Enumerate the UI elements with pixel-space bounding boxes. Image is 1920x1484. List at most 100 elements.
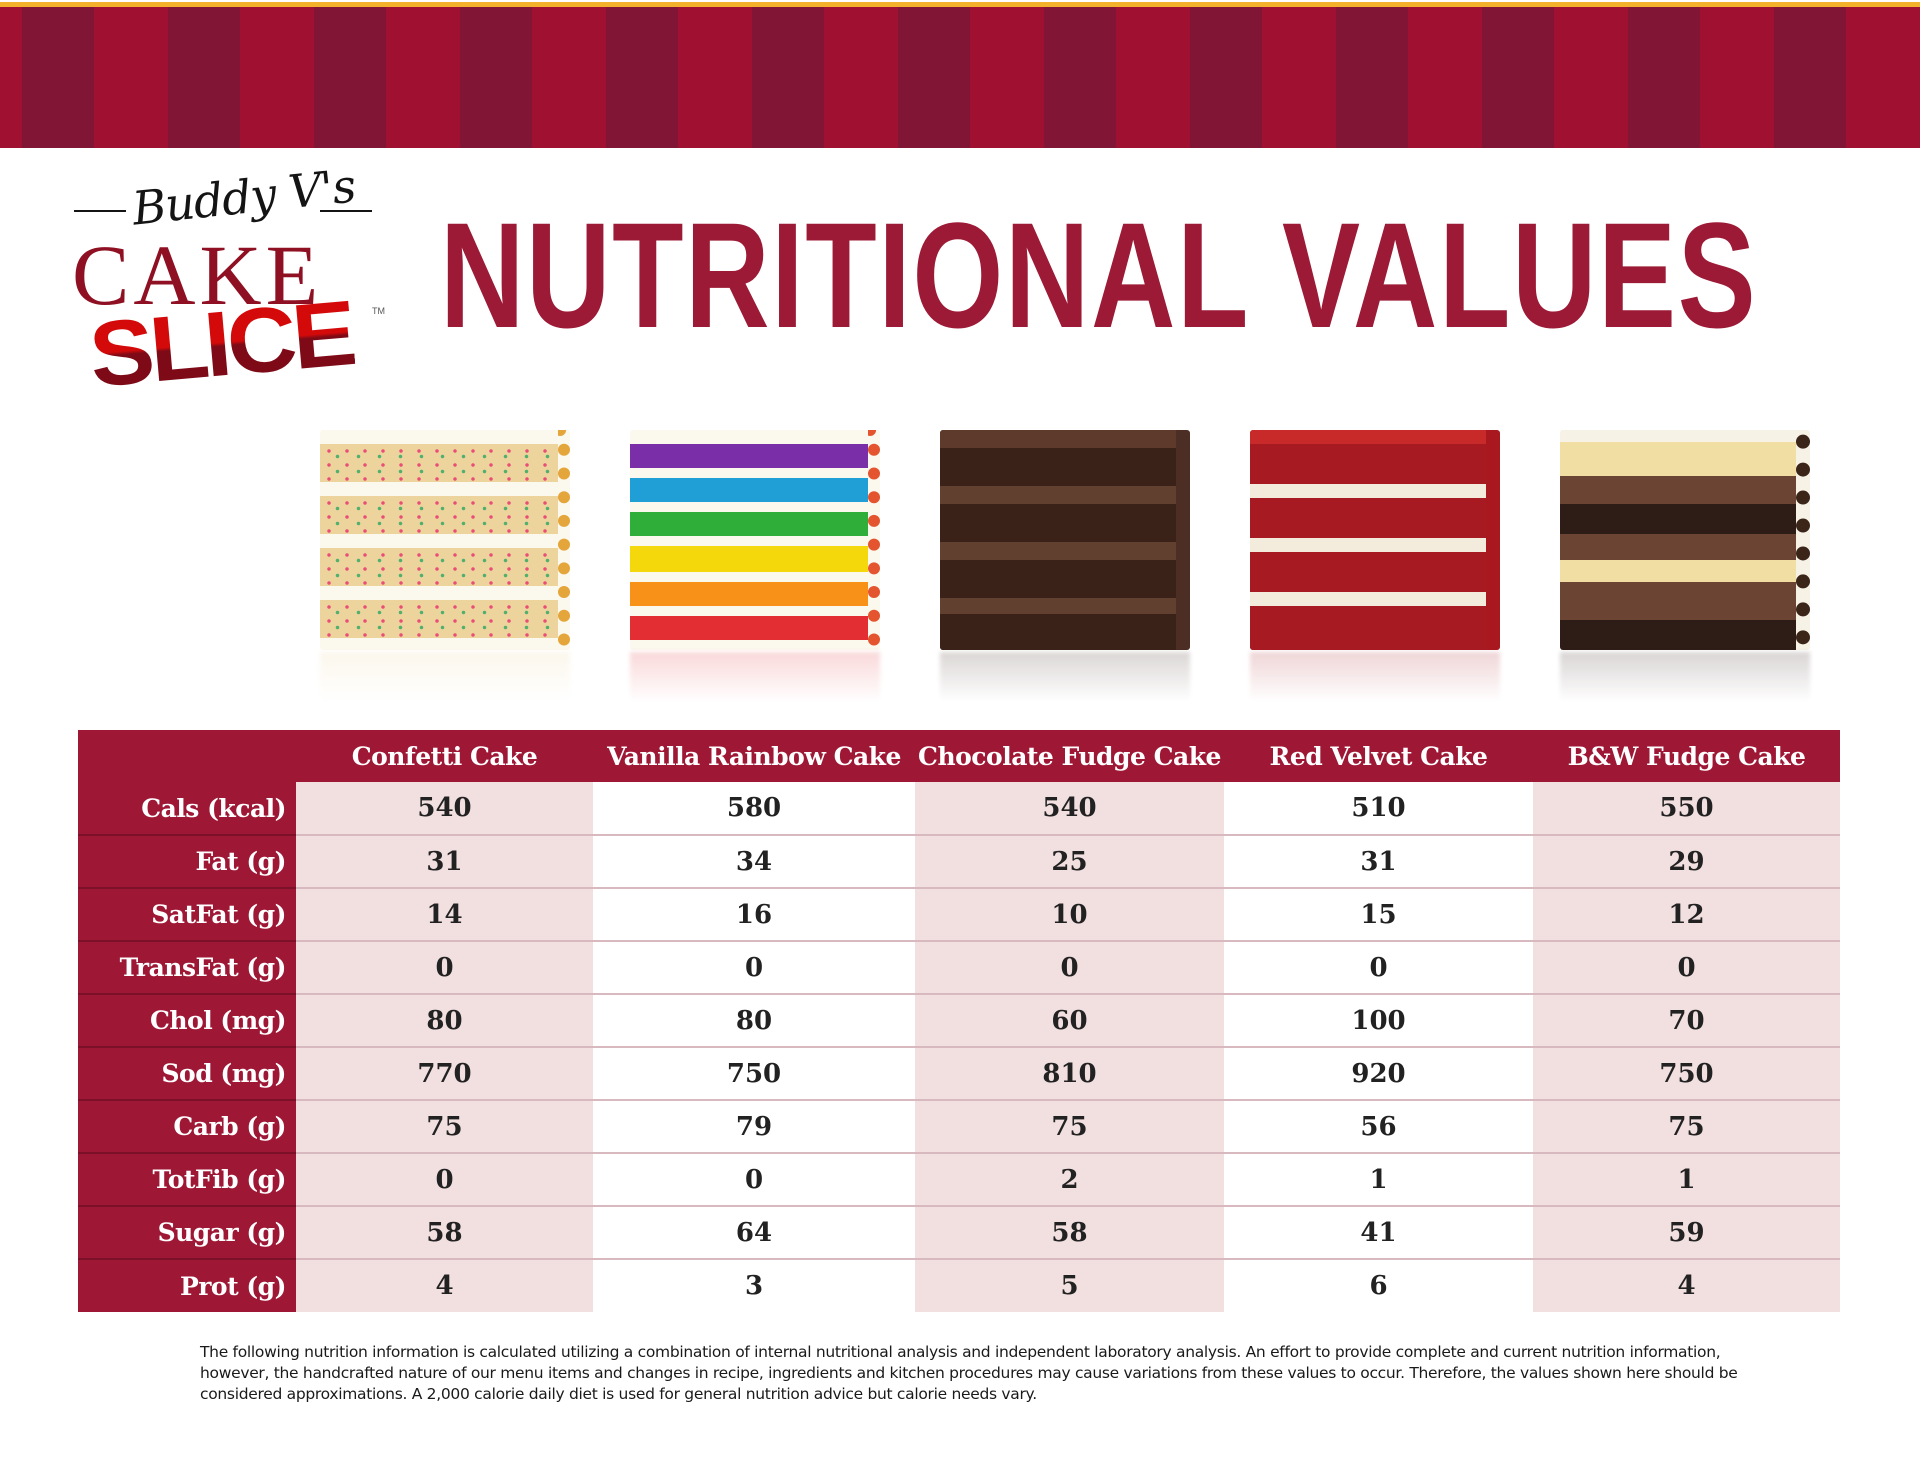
row-label: Fat (g) (78, 834, 296, 888)
table-cell: 0 (296, 940, 593, 994)
brand-logo: Buddy V's CAKE TM SLICE (72, 158, 385, 407)
table-cell: 0 (915, 940, 1224, 994)
column-header-vanilla-rainbow: Vanilla Rainbow Cake (593, 730, 915, 782)
table-cell: 580 (593, 782, 915, 835)
table-cell: 80 (593, 993, 915, 1047)
table-row: SatFat (g) 14 16 10 15 12 (78, 887, 1840, 941)
row-label: SatFat (g) (78, 887, 296, 941)
table-cell: 58 (915, 1205, 1224, 1259)
table-cell: 29 (1533, 834, 1840, 888)
table-cell: 5 (915, 1258, 1224, 1312)
table-cell: 0 (593, 1152, 915, 1206)
table-cell: 10 (915, 887, 1224, 941)
column-header-confetti: Confetti Cake (296, 730, 593, 782)
table-row: Chol (mg) 80 80 60 100 70 (78, 993, 1840, 1047)
bw-fudge-cake-image (1560, 430, 1810, 710)
column-header-bw-fudge: B&W Fudge Cake (1533, 730, 1840, 782)
table-cell: 80 (296, 993, 593, 1047)
table-cell: 0 (593, 940, 915, 994)
top-gold-line (0, 0, 1920, 7)
column-header-chocolate-fudge: Chocolate Fudge Cake (915, 730, 1224, 782)
logo-script-name: Buddy V's (129, 158, 358, 236)
table-cell: 58 (296, 1205, 593, 1259)
row-label: Prot (g) (78, 1258, 296, 1312)
table-cell: 31 (1224, 834, 1533, 888)
row-label: Cals (kcal) (78, 782, 296, 835)
chocolate-fudge-cake-image (940, 430, 1190, 710)
red-velvet-cake-slice (1250, 430, 1500, 650)
table-row: Fat (g) 31 34 25 31 29 (78, 834, 1840, 888)
table-row: Prot (g) 4 3 5 6 4 (78, 1258, 1840, 1312)
chocolate-fudge-cake-slice (940, 430, 1190, 650)
nutrition-disclaimer: The following nutrition information is c… (200, 1343, 1738, 1403)
table-cell: 75 (915, 1099, 1224, 1153)
table-cell: 510 (1224, 782, 1533, 835)
vanilla-rainbow-cake-slice (630, 430, 880, 650)
table-cell: 31 (296, 834, 593, 888)
table-cell: 540 (296, 782, 593, 835)
table-cell: 540 (915, 782, 1224, 835)
row-label: Sugar (g) (78, 1205, 296, 1259)
cake-images-row (300, 425, 1840, 715)
red-velvet-cake-image (1250, 430, 1500, 710)
table-row: Cals (kcal) 540 580 540 510 550 (78, 782, 1840, 835)
logo-slice-word: SLICE (85, 282, 357, 407)
row-label: Chol (mg) (78, 993, 296, 1047)
table-cell: 70 (1533, 993, 1840, 1047)
table-cell: 16 (593, 887, 915, 941)
logo-trademark: TM (372, 306, 385, 316)
table-cell: 64 (593, 1205, 915, 1259)
row-label: Carb (g) (78, 1099, 296, 1153)
table-cell: 550 (1533, 782, 1840, 835)
table-cell: 75 (1533, 1099, 1840, 1153)
table-cell: 750 (1533, 1046, 1840, 1100)
column-header-red-velvet: Red Velvet Cake (1224, 730, 1533, 782)
table-cell: 2 (915, 1152, 1224, 1206)
table-cell: 920 (1224, 1046, 1533, 1100)
table-cell: 810 (915, 1046, 1224, 1100)
table-corner-cell (78, 730, 296, 782)
nutrition-table: Confetti Cake Vanilla Rainbow Cake Choco… (78, 730, 1840, 1312)
logo-cake-word: CAKE (72, 227, 323, 323)
table-row: Sod (mg) 770 750 810 920 750 (78, 1046, 1840, 1100)
page-title: NUTRITIONAL VALUES (440, 191, 1758, 359)
logo-swirl-left (74, 210, 126, 212)
table-cell: 0 (296, 1152, 593, 1206)
table-cell: 0 (1224, 940, 1533, 994)
table-cell: 750 (593, 1046, 915, 1100)
table-cell: 79 (593, 1099, 915, 1153)
table-row: Carb (g) 75 79 75 56 75 (78, 1099, 1840, 1153)
table-cell: 41 (1224, 1205, 1533, 1259)
table-cell: 25 (915, 834, 1224, 888)
table-cell: 14 (296, 887, 593, 941)
table-cell: 3 (593, 1258, 915, 1312)
header-stripe-banner (0, 7, 1920, 148)
table-header-row: Confetti Cake Vanilla Rainbow Cake Choco… (78, 730, 1840, 782)
table-cell: 1 (1533, 1152, 1840, 1206)
table-cell: 100 (1224, 993, 1533, 1047)
table-cell: 75 (296, 1099, 593, 1153)
table-cell: 34 (593, 834, 915, 888)
table-row: TotFib (g) 0 0 2 1 1 (78, 1152, 1840, 1206)
logo-swirl-right (320, 210, 372, 212)
table-cell: 12 (1533, 887, 1840, 941)
table-cell: 1 (1224, 1152, 1533, 1206)
table-cell: 4 (1533, 1258, 1840, 1312)
table-row: Sugar (g) 58 64 58 41 59 (78, 1205, 1840, 1259)
row-label: TotFib (g) (78, 1152, 296, 1206)
table-cell: 15 (1224, 887, 1533, 941)
table-cell: 56 (1224, 1099, 1533, 1153)
table-cell: 59 (1533, 1205, 1840, 1259)
table-row: TransFat (g) 0 0 0 0 0 (78, 940, 1840, 994)
table-cell: 4 (296, 1258, 593, 1312)
table-cell: 0 (1533, 940, 1840, 994)
bw-fudge-cake-slice (1560, 430, 1810, 650)
row-label: TransFat (g) (78, 940, 296, 994)
confetti-cake-image (320, 430, 570, 710)
vanilla-rainbow-cake-image (630, 430, 880, 710)
table-cell: 6 (1224, 1258, 1533, 1312)
table-cell: 770 (296, 1046, 593, 1100)
confetti-cake-slice (320, 430, 570, 650)
row-label: Sod (mg) (78, 1046, 296, 1100)
table-cell: 60 (915, 993, 1224, 1047)
